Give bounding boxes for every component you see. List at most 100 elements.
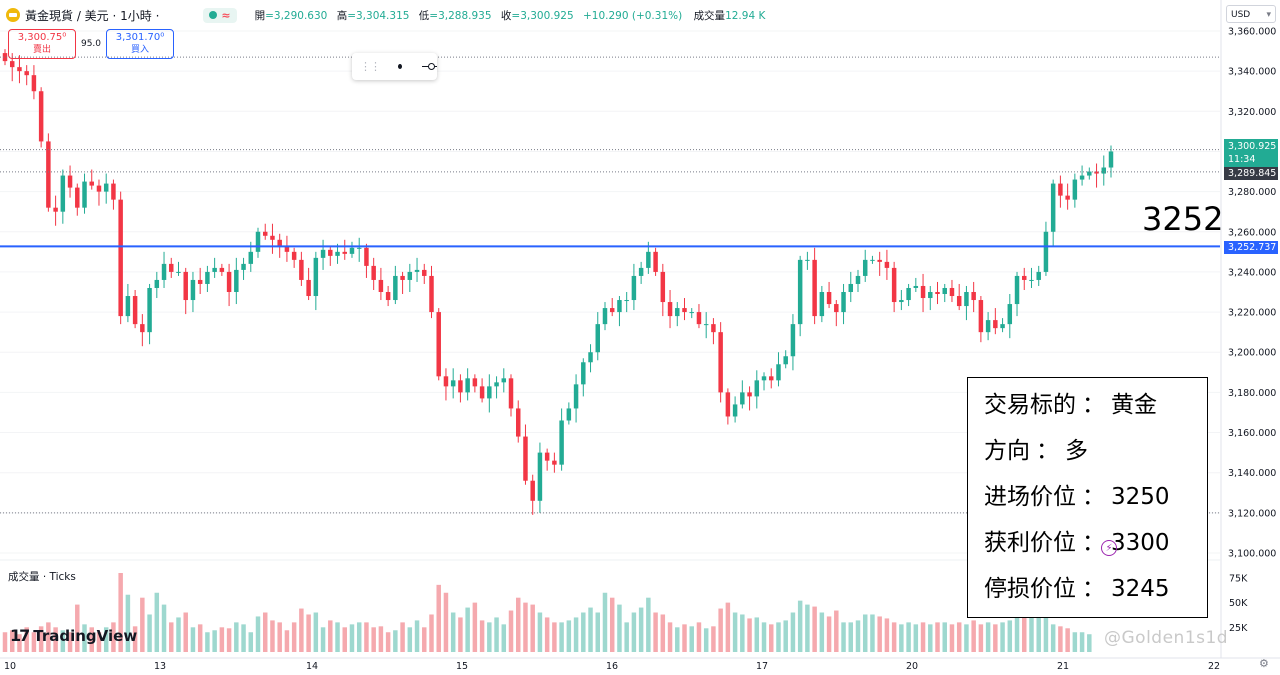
volume-bar bbox=[190, 627, 196, 652]
market-status-pill[interactable]: ≈ bbox=[203, 7, 237, 23]
volume-bar bbox=[248, 632, 254, 652]
candle-body bbox=[530, 480, 535, 501]
volume-bar bbox=[400, 622, 405, 652]
candle-body bbox=[1087, 171, 1092, 176]
volume-bar bbox=[103, 627, 109, 652]
candle-body bbox=[740, 392, 745, 405]
sell-button[interactable]: 3,300.75⁰ 賣出 bbox=[8, 29, 76, 59]
volume-bar bbox=[1050, 624, 1056, 652]
candle-body bbox=[103, 183, 109, 192]
candle-body bbox=[320, 249, 326, 258]
volume-bar bbox=[60, 630, 66, 652]
volume-bar bbox=[949, 624, 955, 652]
buy-price: 3,301.70⁰ bbox=[115, 32, 165, 43]
candle-body bbox=[653, 251, 658, 272]
volume-bar bbox=[1014, 614, 1020, 652]
y-tick-label: 3,140.000 bbox=[1228, 468, 1276, 479]
volume-pane-title[interactable]: 成交量 · Ticks bbox=[8, 571, 76, 583]
volume-bar bbox=[443, 592, 449, 652]
volume-bar bbox=[38, 626, 44, 652]
candle-body bbox=[891, 267, 897, 303]
candle-body bbox=[978, 300, 984, 333]
y-tick-label: 3,180.000 bbox=[1228, 388, 1276, 399]
candle-body bbox=[769, 376, 774, 381]
volume-bar bbox=[928, 624, 933, 652]
dot-tool-icon[interactable] bbox=[398, 64, 403, 69]
volume-bar bbox=[544, 617, 550, 652]
candle-body bbox=[24, 71, 29, 76]
high-value: =3,304.315 bbox=[347, 9, 410, 22]
candle-body bbox=[689, 312, 694, 314]
drag-grip-icon[interactable]: ⋮⋮ bbox=[360, 60, 381, 73]
x-tick-label: 13 bbox=[154, 661, 166, 672]
candle-body bbox=[588, 352, 593, 363]
volume-bar bbox=[1072, 632, 1078, 652]
instrument-label: 交易标的 bbox=[984, 392, 1076, 418]
x-tick-label: 21 bbox=[1057, 661, 1069, 672]
candle-body bbox=[450, 380, 456, 387]
last-price: 3,300.925 bbox=[1228, 141, 1277, 152]
volume-bar bbox=[877, 616, 882, 652]
candle-body bbox=[407, 271, 413, 280]
volume-bar bbox=[906, 622, 911, 652]
symbol-title[interactable]: 黃金現貨 / 美元 · 1小時 · bbox=[25, 8, 160, 23]
level-annotation: 3252 bbox=[1142, 200, 1224, 238]
candle-body bbox=[985, 320, 991, 333]
candle-body bbox=[675, 308, 680, 317]
volume-bar bbox=[501, 624, 507, 652]
candle-body bbox=[747, 392, 752, 397]
volume-label: 成交量 bbox=[693, 9, 726, 22]
volume-bar bbox=[494, 617, 499, 652]
volume-bar bbox=[754, 617, 760, 652]
flash-icon[interactable]: ⚡ bbox=[1101, 540, 1117, 556]
candle-body bbox=[913, 285, 919, 288]
volume-bar bbox=[17, 634, 22, 652]
x-tick-label: 17 bbox=[756, 661, 768, 672]
candle-body bbox=[624, 300, 629, 302]
info-row-instrument: 交易标的：黄金 bbox=[984, 382, 1207, 428]
buy-label: 買入 bbox=[130, 45, 149, 55]
candle-body bbox=[132, 296, 138, 325]
volume-bar bbox=[378, 626, 384, 652]
candle-body bbox=[270, 235, 275, 240]
candles bbox=[2, 49, 1114, 515]
candle-body bbox=[82, 181, 87, 208]
sell-label: 賣出 bbox=[32, 45, 51, 55]
candle-body bbox=[212, 267, 217, 272]
volume-bar bbox=[154, 592, 160, 652]
candle-body bbox=[834, 304, 839, 313]
open-value: =3,290.630 bbox=[265, 9, 328, 22]
takeprofit-value: 3300 bbox=[1111, 530, 1170, 556]
candle-body bbox=[197, 279, 203, 284]
volume-bar bbox=[393, 630, 398, 652]
takeprofit-label: 获利价位 bbox=[984, 530, 1076, 556]
volume-bar bbox=[812, 606, 817, 652]
volume-bar bbox=[487, 622, 492, 652]
candle-body bbox=[169, 263, 174, 272]
volume-bar bbox=[783, 620, 788, 652]
volume-bar bbox=[82, 624, 87, 652]
live-wave-icon: ≈ bbox=[221, 8, 231, 22]
line-style-icon[interactable] bbox=[422, 63, 437, 70]
tradingview-logo[interactable]: 17 TradingView bbox=[10, 626, 137, 645]
buy-button[interactable]: 3,301.70⁰ 買入 bbox=[106, 29, 174, 59]
volume-bar bbox=[1000, 622, 1005, 652]
x-tick-label: 16 bbox=[606, 661, 618, 672]
settings-gear-icon[interactable]: ⚙ bbox=[1259, 657, 1269, 670]
candle-body bbox=[1079, 175, 1085, 180]
volume-bar bbox=[573, 617, 579, 652]
volume-bar bbox=[862, 614, 868, 652]
volume-bar bbox=[920, 622, 926, 652]
candle-body bbox=[472, 378, 478, 387]
candle-body bbox=[313, 257, 319, 297]
candle-body bbox=[783, 356, 788, 365]
currency-select[interactable]: USD bbox=[1226, 5, 1276, 24]
volume-bar bbox=[631, 612, 637, 652]
separator: ： bbox=[1082, 530, 1105, 556]
candle-body bbox=[552, 460, 557, 465]
candle-body bbox=[67, 175, 73, 188]
volume-bar bbox=[371, 627, 376, 652]
candle-body bbox=[1043, 231, 1049, 272]
volume-bar bbox=[1036, 604, 1041, 652]
